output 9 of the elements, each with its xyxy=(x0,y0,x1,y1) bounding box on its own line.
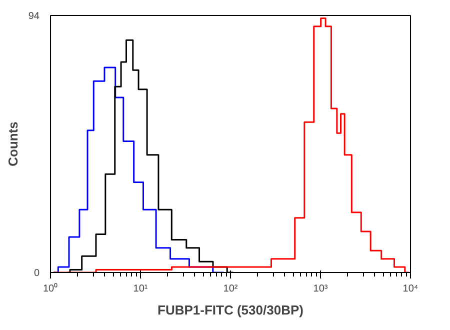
x-tick-label: 10¹ xyxy=(133,284,148,294)
y-axis-title: Counts xyxy=(5,122,20,166)
x-tick-label: 10⁰ xyxy=(42,282,58,294)
x-axis-title: FUBP1-FITC (530/30BP) xyxy=(158,302,304,318)
x-tick-label: 10⁴ xyxy=(402,284,418,294)
x-tick-label: 10³ xyxy=(313,284,328,294)
y-tick-label: 0 xyxy=(34,268,40,279)
y-tick-label: 94 xyxy=(28,11,40,22)
x-tick-label: 10² xyxy=(223,284,238,294)
